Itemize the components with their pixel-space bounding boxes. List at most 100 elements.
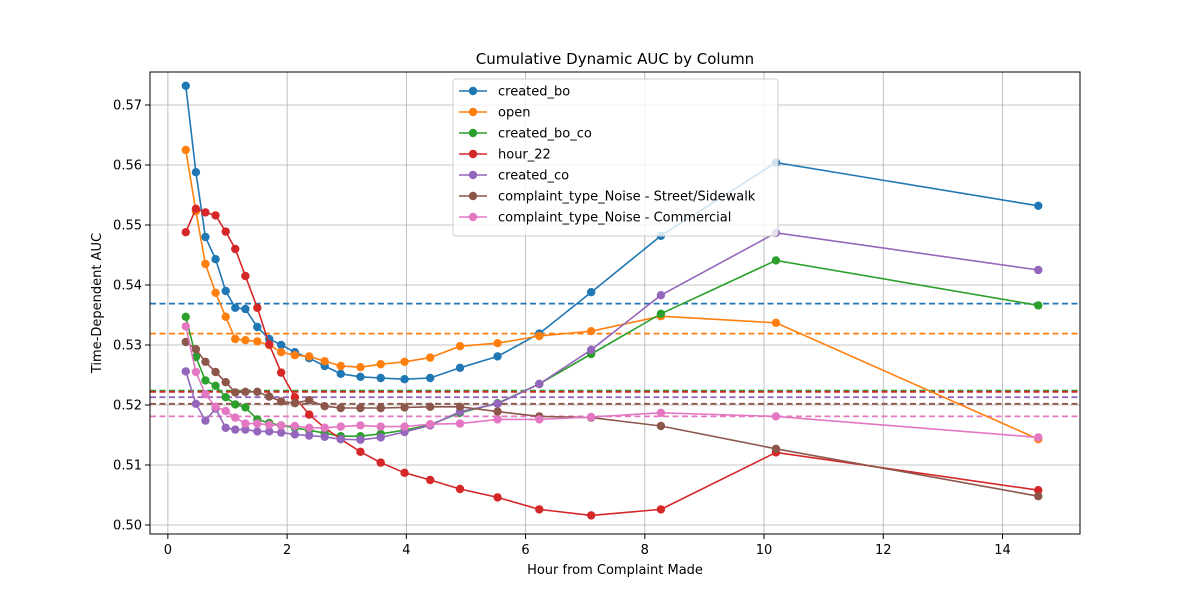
data-point [221,393,230,402]
data-point [221,312,230,321]
data-point [241,419,250,428]
data-point [376,458,385,467]
data-point [276,428,286,437]
data-point [656,408,666,417]
data-point [455,484,465,494]
data-point [656,291,666,300]
data-point [336,369,345,378]
data-point [231,400,240,409]
data-point [493,339,502,348]
data-point [181,228,190,237]
data-point [535,331,544,341]
data-point [356,421,365,430]
data-point [191,345,201,354]
legend-marker [468,107,478,117]
legend-label: created_bo [498,85,570,100]
data-point [1034,201,1043,210]
data-point [181,367,190,376]
legend-item: created_bo [459,85,570,100]
data-point [356,447,365,456]
data-point [201,232,210,242]
legend-label: open [498,106,530,121]
x-axis-ticks: 0 2 4 6 8 10 12 14 [164,534,1011,558]
data-point [221,286,230,296]
legend-item: hour_22 [459,148,551,163]
data-point [455,402,465,411]
data-point [304,396,314,405]
data-point [320,402,329,411]
data-point [1034,433,1043,442]
data-point [231,388,240,397]
data-point [253,419,262,428]
data-point [304,352,314,361]
data-point [181,322,190,331]
data-point [400,468,409,477]
x-tick-label: 2 [283,543,291,558]
y-tick-label: 0.54 [113,279,142,294]
legend-marker [468,86,478,96]
y-tick-label: 0.56 [113,159,142,174]
data-point [586,511,596,520]
data-point [181,81,190,91]
legend-marker [468,149,478,159]
data-point [771,444,781,453]
data-point [211,211,220,220]
data-point [201,357,210,366]
data-point [265,420,274,429]
data-point [535,505,544,514]
data-point [535,379,544,389]
data-point [376,422,385,431]
data-point [656,505,666,514]
data-point [201,208,210,217]
data-point [253,387,262,396]
data-point [356,435,365,444]
y-tick-label: 0.57 [113,99,142,114]
x-tick-label: 14 [994,543,1011,558]
data-point [336,435,345,444]
data-point [336,422,345,431]
data-point [253,337,262,346]
data-point [455,363,465,372]
data-point [290,421,300,431]
data-point [241,271,250,281]
legend-item: created_bo_co [459,127,592,142]
data-point [191,367,201,377]
data-point [265,392,274,401]
legend-label: hour_22 [498,148,551,163]
chart-title: Cumulative Dynamic AUC by Column [476,50,754,68]
series-group [181,81,1043,520]
data-point [253,322,262,332]
data-point [290,393,300,402]
legend-label: created_bo_co [498,127,592,142]
data-point [425,353,435,362]
data-point [276,348,286,357]
data-point [400,422,409,431]
y-axis-ticks: 0.50 0.51 0.52 0.53 0.54 0.55 0.56 0.57 [113,99,150,534]
data-point [1034,301,1043,310]
data-point [290,351,300,360]
data-point [276,368,286,377]
data-point [211,381,220,390]
data-point [241,387,250,396]
data-point [221,406,230,416]
legend-item: open [459,106,530,121]
data-point [425,373,435,383]
data-point [290,430,300,439]
data-point [356,403,365,413]
data-point [425,420,435,429]
legend-marker [468,212,478,222]
data-point [276,421,286,430]
data-point [211,402,220,411]
data-point [320,357,329,366]
data-point [376,403,385,413]
data-point [356,372,365,381]
data-point [586,412,596,422]
x-tick-label: 0 [164,543,172,558]
x-tick-label: 8 [641,543,649,558]
data-point [181,145,190,155]
data-point [656,421,666,431]
x-tick-label: 12 [875,543,892,558]
